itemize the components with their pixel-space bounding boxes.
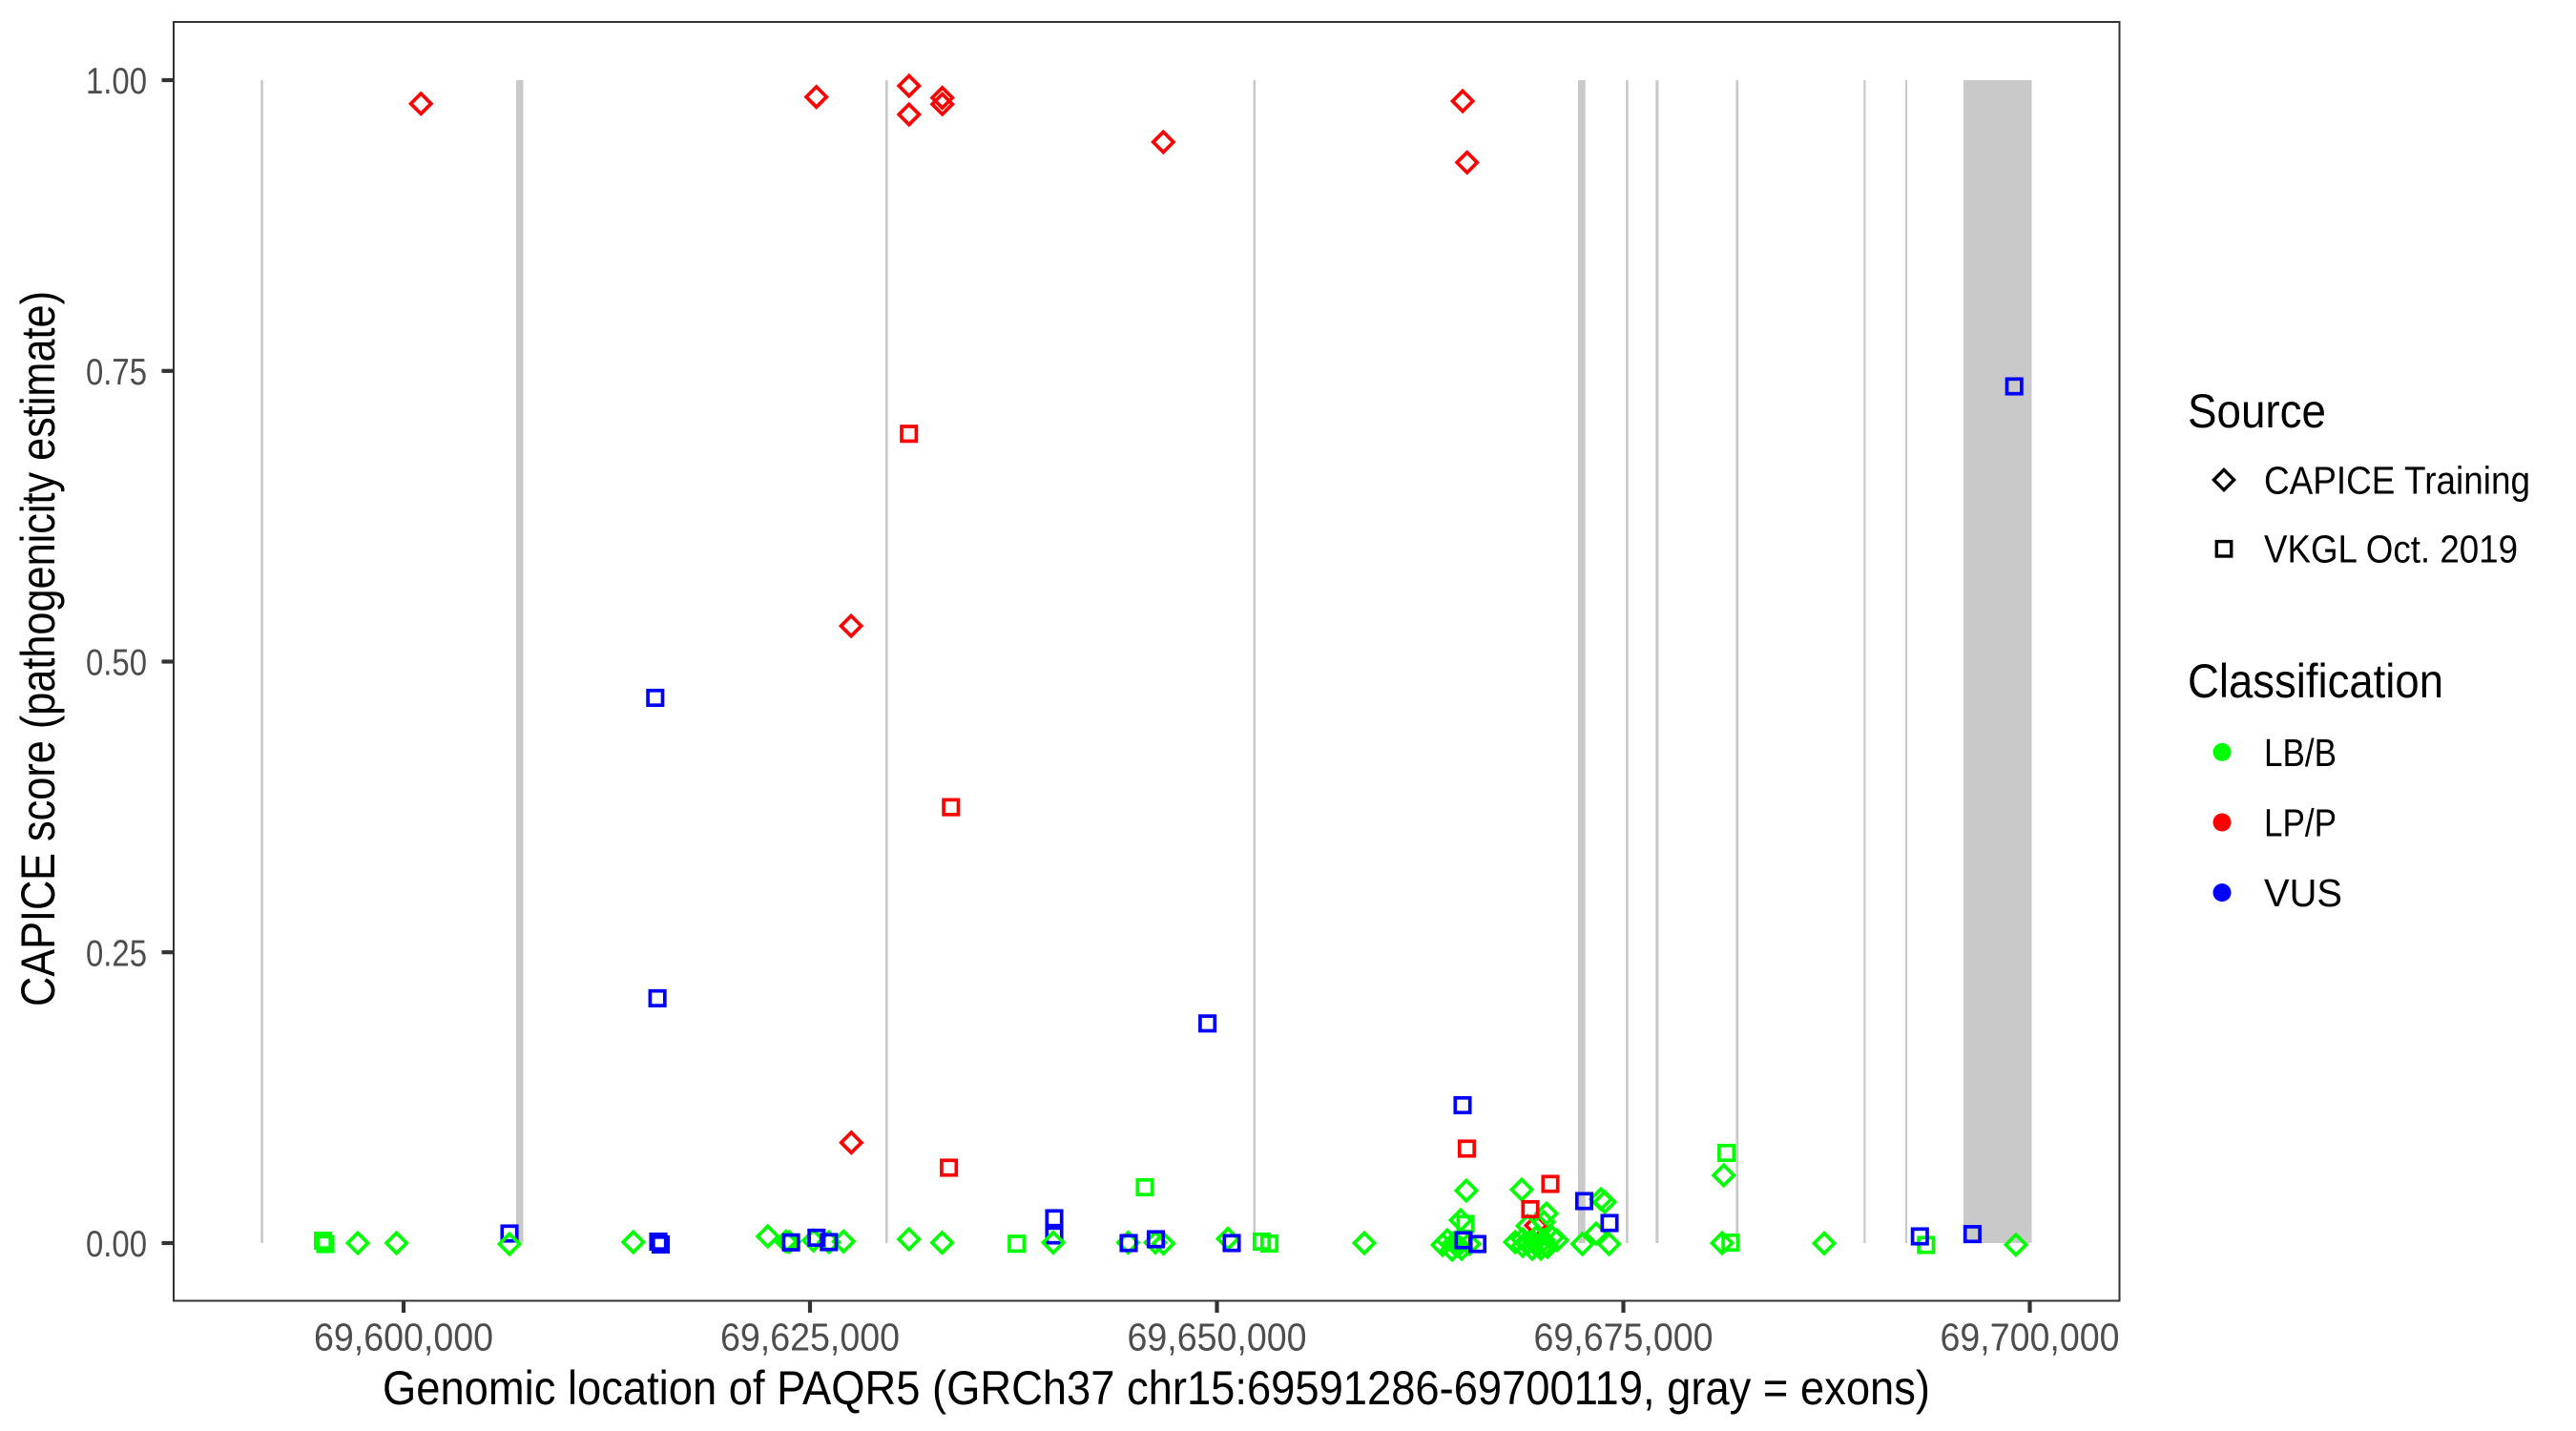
svg-text:0.50: 0.50 (86, 643, 147, 684)
svg-text:69,625,000: 69,625,000 (720, 1316, 900, 1359)
svg-text:0.00: 0.00 (86, 1224, 147, 1265)
svg-text:Genomic location of PAQR5 (GRC: Genomic location of PAQR5 (GRCh37 chr15:… (383, 1361, 1930, 1415)
svg-text:0.25: 0.25 (86, 933, 147, 974)
svg-text:Classification: Classification (2188, 654, 2443, 708)
svg-text:VUS: VUS (2264, 871, 2342, 915)
svg-text:CAPICE Training: CAPICE Training (2264, 459, 2530, 503)
svg-text:VKGL Oct. 2019: VKGL Oct. 2019 (2264, 528, 2518, 571)
svg-text:LB/B: LB/B (2264, 731, 2337, 775)
svg-text:69,700,000: 69,700,000 (1941, 1316, 2120, 1359)
svg-text:69,600,000: 69,600,000 (314, 1316, 493, 1359)
svg-text:1.00: 1.00 (86, 61, 147, 102)
svg-text:Source: Source (2188, 384, 2326, 438)
svg-text:69,675,000: 69,675,000 (1534, 1316, 1714, 1359)
svg-text:LP/P: LP/P (2264, 801, 2337, 845)
svg-text:0.75: 0.75 (86, 352, 147, 393)
svg-text:69,650,000: 69,650,000 (1128, 1316, 1307, 1359)
svg-text:CAPICE score (pathogenicity es: CAPICE score (pathogenicity estimate) (11, 291, 65, 1006)
